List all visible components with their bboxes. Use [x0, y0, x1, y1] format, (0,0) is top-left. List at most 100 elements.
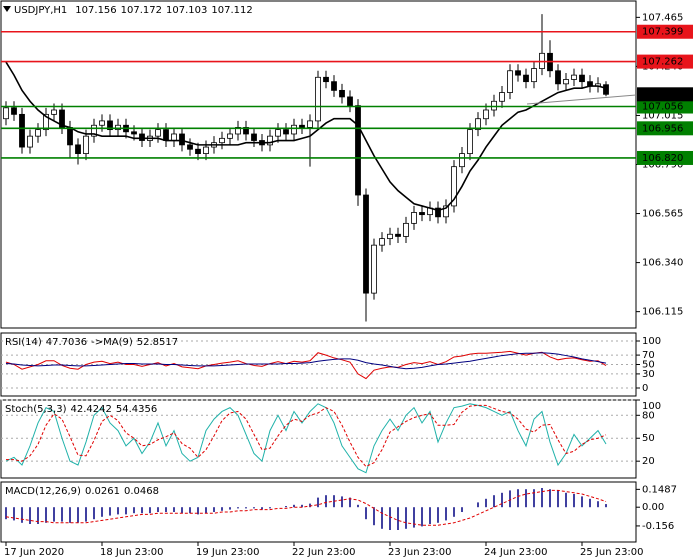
trend-line	[526, 94, 637, 105]
level-label-box	[637, 24, 693, 39]
candle-body	[99, 120, 105, 126]
candle-body	[139, 133, 145, 141]
candle-body	[51, 109, 57, 115]
candle-body	[339, 89, 345, 98]
level-label: 106.820	[642, 153, 683, 164]
candle-body	[275, 129, 281, 137]
macd-signal-value: 0.0468	[124, 486, 159, 497]
candle-body	[299, 124, 305, 128]
stoch-signal-value: 54.4356	[116, 404, 157, 415]
y-tick-label: 0.1487	[642, 484, 677, 495]
x-tick-label: 19 Jun 23:00	[196, 547, 260, 558]
y-tick-label: 106.565	[642, 209, 683, 220]
symbol-menu-icon[interactable]	[3, 6, 11, 12]
y-tick-label: 50	[642, 360, 655, 371]
y-tick-label: 70	[642, 350, 655, 361]
macd-header: MACD(12,26,9) 0.0261 0.0468	[5, 486, 159, 497]
candle-body	[419, 212, 425, 216]
indicator-line	[5, 403, 607, 474]
candle-body	[499, 92, 505, 102]
candle-body	[195, 148, 201, 155]
candle-body	[483, 109, 489, 120]
panel-frame	[0, 481, 637, 543]
macd-value: 0.0261	[85, 486, 120, 497]
level-label-box	[637, 150, 693, 165]
candle-body	[27, 135, 33, 148]
candle-body	[531, 68, 537, 83]
candle-body	[43, 113, 49, 131]
candle-body	[19, 113, 25, 148]
bar-high: 107.172	[121, 5, 162, 16]
y-tick-label: 100	[642, 336, 661, 347]
candle-body	[395, 233, 401, 237]
candle-body	[507, 70, 513, 93]
candle-body	[163, 129, 169, 141]
last-price-box	[637, 87, 693, 102]
candle-body	[491, 100, 497, 111]
indicator-line	[5, 350, 607, 380]
candle-body	[459, 153, 465, 168]
candle-body	[571, 74, 577, 80]
candle-body	[107, 120, 113, 131]
y-tick-label: 80	[642, 410, 655, 421]
macd-name: MACD(12,26,9)	[5, 486, 81, 497]
candle-body	[555, 70, 561, 85]
level-label: 107.056	[642, 102, 683, 113]
candle-body	[323, 76, 329, 83]
candle-body	[403, 222, 409, 237]
candle-body	[67, 127, 73, 146]
candle-body	[35, 129, 41, 137]
candle-body	[187, 144, 193, 150]
level-label: 107.262	[642, 57, 683, 68]
candle-body	[179, 133, 185, 146]
candle-body	[435, 207, 441, 218]
stoch-main-value: 42.4242	[70, 404, 111, 415]
level-label: 106.956	[642, 123, 683, 134]
x-tick-label: 23 Jun 23:00	[388, 547, 452, 558]
level-label-box	[637, 121, 693, 136]
panel-frame	[0, 0, 637, 329]
candle-body	[131, 131, 137, 135]
candle-body	[371, 244, 377, 294]
candle-body	[603, 84, 609, 95]
candle-body	[347, 96, 353, 107]
candle-body	[523, 74, 529, 83]
rsi-ma-name: ->MA(9)	[91, 337, 133, 348]
symbol: USDJPY,H1	[14, 5, 67, 16]
candle-body	[11, 107, 17, 115]
candle-body	[83, 135, 89, 155]
candle-body	[283, 129, 289, 135]
candle-body	[243, 127, 249, 135]
candle-body	[75, 144, 81, 155]
rsi-header: RSI(14) 47.7036 ->MA(9) 52.8517	[5, 337, 178, 348]
candle-body	[467, 129, 473, 154]
y-tick-label: 100	[642, 401, 661, 412]
y-tick-label: 106.115	[642, 307, 683, 318]
candle-body	[387, 233, 393, 240]
level-label-box	[637, 99, 693, 114]
candle-body	[115, 124, 121, 131]
y-tick-label: 0	[642, 383, 648, 394]
indicator-line	[6, 404, 607, 468]
level-label: 107.399	[642, 27, 683, 38]
bar-low: 107.103	[166, 5, 207, 16]
x-tick-label: 25 Jun 23:00	[580, 547, 644, 558]
y-tick-label: 107.465	[642, 12, 683, 23]
stoch-header: Stoch(5,3,3) 42.4242 54.4356	[5, 404, 157, 415]
x-tick-label: 24 Jun 23:00	[484, 547, 548, 558]
y-tick-label: -0.156	[642, 521, 674, 532]
candle-body	[379, 238, 385, 246]
candle-body	[451, 166, 457, 207]
y-tick-label: 0.00	[642, 502, 664, 513]
candle-body	[331, 81, 337, 91]
candle-body	[251, 133, 257, 141]
candle-body	[355, 105, 361, 196]
candle-body	[91, 124, 97, 137]
stoch-name: Stoch(5,3,3)	[5, 404, 67, 415]
signal-line	[5, 489, 607, 526]
candle-body	[411, 212, 417, 224]
candle-body	[443, 205, 449, 218]
level-label-box	[637, 54, 693, 69]
y-tick-label: 106.790	[642, 160, 683, 171]
